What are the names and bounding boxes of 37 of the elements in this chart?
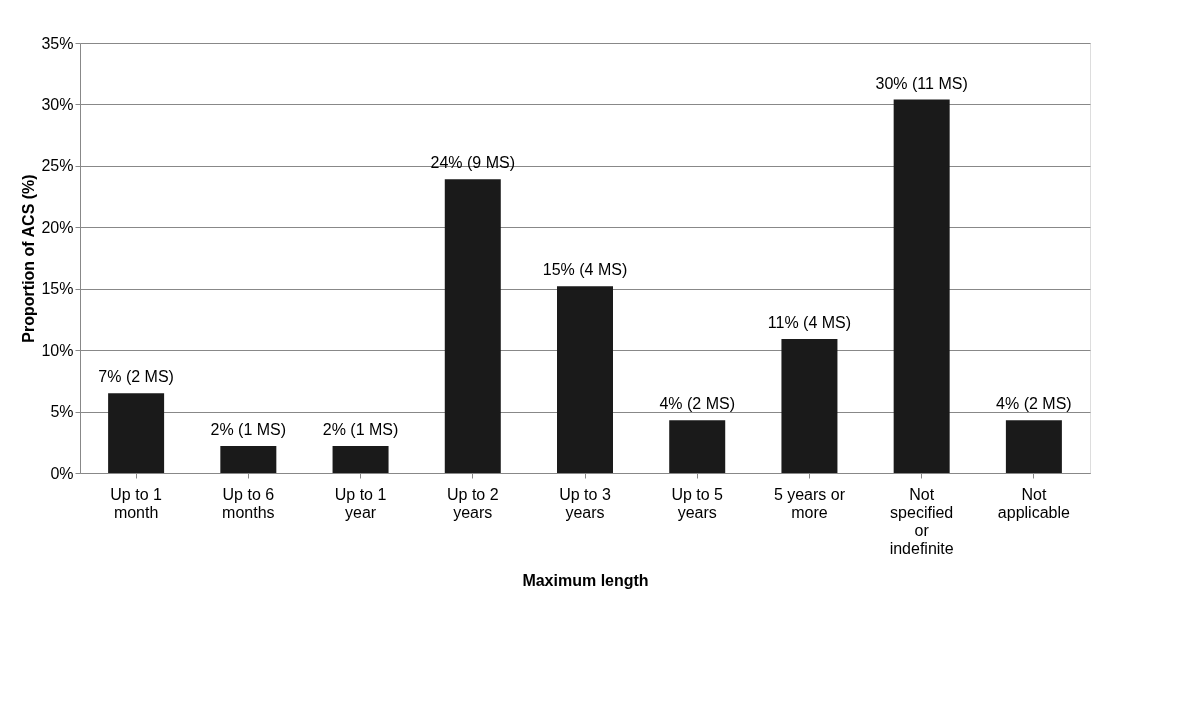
x-tick-label: Up to 5 years (671, 485, 724, 521)
data-label: 2% (1 MS) (210, 420, 287, 438)
bar (557, 286, 613, 473)
bar (332, 445, 389, 473)
x-tick-label: Up to 1 year (334, 485, 387, 521)
bar (220, 445, 277, 473)
x-tick-label: Up to 3 years (559, 485, 611, 521)
bar (669, 420, 726, 473)
data-label: 11% (4 MS) (767, 314, 852, 332)
data-label: 4% (2 MS) (659, 395, 736, 413)
bar (893, 99, 950, 473)
y-tick-label: 20% (41, 218, 74, 236)
bar (781, 339, 838, 473)
y-tick-label: 10% (41, 341, 74, 359)
data-label: 24% (9 MS) (430, 154, 516, 172)
data-label: 7% (2 MS) (98, 368, 174, 386)
data-label: 15% (4 MS) (542, 261, 628, 279)
data-label: 4% (2 MS) (996, 395, 1072, 413)
bar (1005, 420, 1062, 473)
y-tick-label: 30% (41, 95, 74, 113)
data-label: 2% (1 MS) (322, 420, 399, 438)
bar (444, 179, 501, 473)
y-tick-label: 0% (50, 464, 74, 482)
y-tick-label: 25% (41, 157, 74, 175)
y-tick-label: 5% (50, 403, 74, 421)
x-axis-title: Maximum length (522, 571, 649, 589)
y-axis-title: Proportion of ACS (%) (20, 174, 38, 343)
data-label: 30% (11 MS) (875, 74, 968, 92)
x-tick-label: Not applicable (997, 485, 1071, 521)
y-tick-label: 15% (41, 280, 74, 298)
x-tick-label: Up to 1 month (110, 485, 162, 521)
bar (108, 393, 165, 473)
x-tick-label: Up to 6 months (222, 485, 275, 521)
x-tick-label: Not specified or indefinite (889, 485, 954, 557)
x-tick-label: 5 years or more (773, 485, 846, 521)
y-tick-label: 35% (41, 34, 74, 52)
x-tick-label: Up to 2 years (446, 485, 499, 521)
